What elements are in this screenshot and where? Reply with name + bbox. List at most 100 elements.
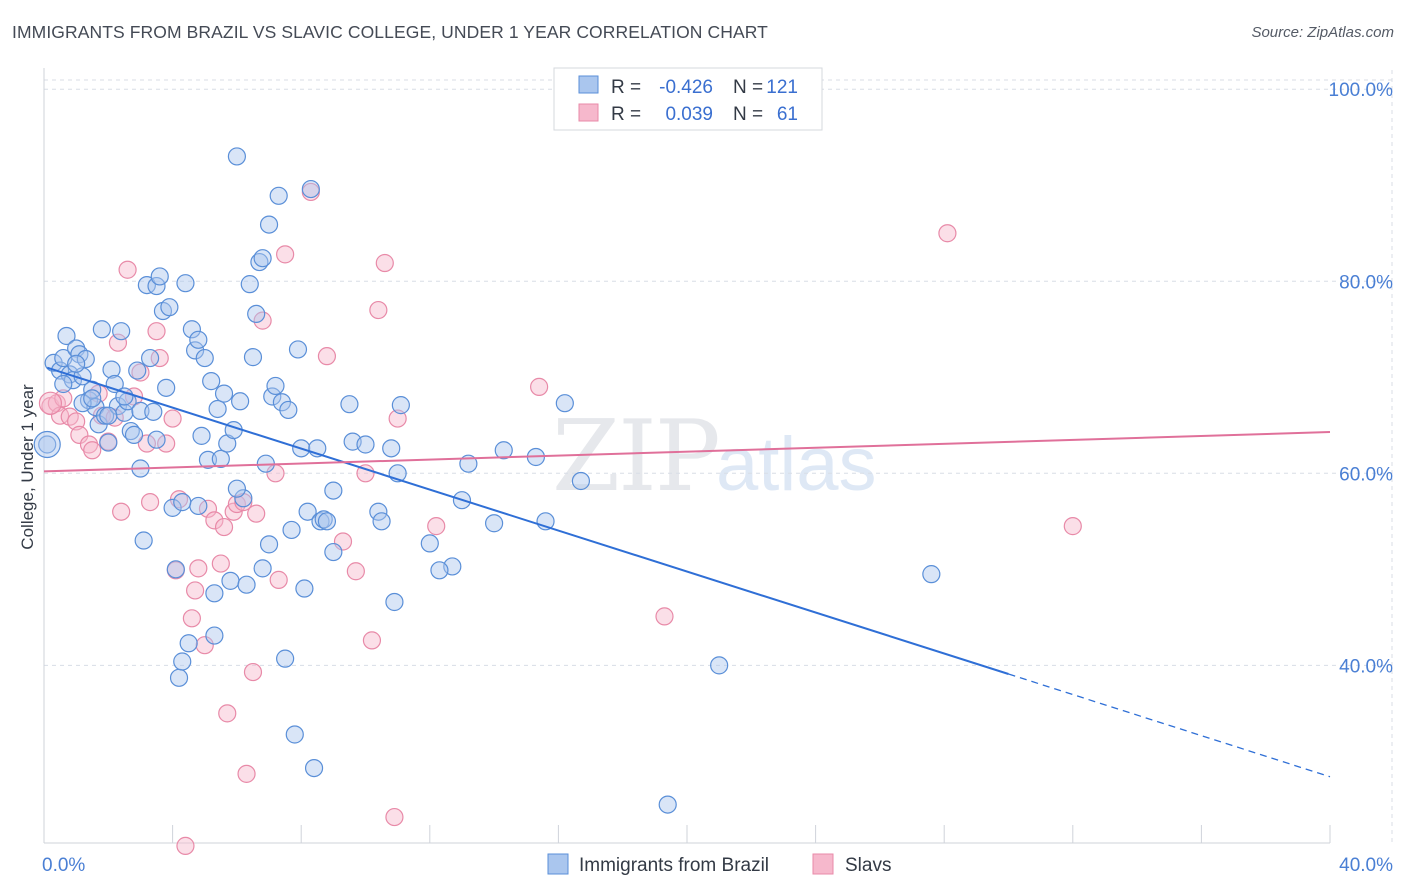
- brazil-point: [420, 534, 439, 553]
- brazil-point: [317, 512, 337, 531]
- slavs-point: [530, 377, 549, 396]
- brazil-point: [83, 389, 102, 408]
- brazil-point: [259, 215, 279, 234]
- brazil-point: [221, 571, 240, 590]
- brazil-point: [189, 330, 208, 349]
- slavs-point: [163, 409, 182, 428]
- watermark-atlas: atlas: [716, 422, 877, 507]
- brazil-point: [163, 498, 182, 517]
- slavs-point: [189, 559, 208, 578]
- brazil-point: [205, 626, 224, 645]
- brazil-point: [276, 649, 295, 668]
- axes: [43, 68, 1331, 844]
- stats-r-label-slavs: R =: [611, 104, 641, 125]
- slavs-point: [83, 441, 102, 460]
- slavs-point: [938, 224, 957, 243]
- slavs-point: [317, 347, 337, 366]
- slavs-point: [269, 570, 288, 589]
- y-tick-label: 100.0%: [1329, 80, 1394, 101]
- brazil-point: [314, 510, 333, 529]
- brazil-point: [179, 634, 198, 653]
- slavs-point: [369, 300, 388, 320]
- brazil-point: [295, 579, 314, 598]
- slavs-point: [276, 245, 295, 264]
- chart-title: IMMIGRANTS FROM BRAZIL VS SLAVIC COLLEGE…: [12, 22, 768, 42]
- legend-swatch-brazil: [547, 853, 569, 875]
- y-tick-label: 40.0%: [1339, 656, 1393, 677]
- slavs-point: [247, 504, 266, 523]
- stats-r-label-brazil: R =: [611, 77, 641, 98]
- brazil-trend-extension: [1008, 673, 1331, 778]
- y-axis-label: College, Under 1 year: [18, 384, 37, 550]
- stats-n-value-brazil: 121: [766, 77, 798, 98]
- brazil-point: [92, 320, 111, 339]
- slavs-point: [1063, 517, 1082, 536]
- brazil-point: [555, 394, 574, 413]
- x-tick-label-max: 40.0%: [1339, 855, 1393, 876]
- brazil-point: [658, 795, 677, 814]
- brazil-point: [279, 400, 298, 420]
- brazil-point: [710, 656, 729, 675]
- brazil-point: [356, 435, 375, 454]
- slavs-point: [176, 836, 195, 855]
- brazil-point: [266, 376, 285, 396]
- stats-n-value-slavs: 61: [777, 104, 798, 125]
- brazil-point: [147, 430, 166, 449]
- slavs-point: [108, 333, 128, 352]
- brazil-point: [137, 275, 156, 295]
- brazil-point: [169, 668, 189, 687]
- stats-r-value-slavs: 0.039: [665, 104, 713, 125]
- slavs-point: [655, 607, 674, 626]
- brazil-point: [173, 493, 192, 512]
- brazil-point: [485, 514, 504, 533]
- brazil-point: [33, 430, 61, 459]
- brazil-point: [160, 298, 179, 317]
- brazil-point: [131, 401, 150, 420]
- brazil-point: [134, 531, 153, 550]
- brazil-point: [269, 186, 288, 205]
- y-tick-label: 80.0%: [1339, 272, 1393, 293]
- trend-lines: [43, 366, 1331, 778]
- brazil-point: [99, 433, 118, 452]
- brazil-point: [115, 387, 134, 406]
- slavs-point: [211, 554, 230, 573]
- brazil-point: [112, 322, 131, 341]
- slavs-trend-line: [43, 431, 1331, 473]
- brazil-point: [227, 479, 246, 498]
- brazil-point: [494, 441, 513, 460]
- stats-r-value-brazil: -0.426: [659, 77, 713, 98]
- brazil-point: [311, 512, 330, 531]
- legend: Immigrants from Brazil Slavs: [547, 853, 891, 876]
- slavs-point: [195, 636, 214, 655]
- brazil-point: [124, 425, 144, 444]
- legend-label-slavs: Slavs: [845, 855, 891, 876]
- brazil-points: [33, 147, 941, 814]
- watermark-zip: ZIP: [552, 400, 719, 514]
- slavs-point: [70, 425, 89, 444]
- slavs-point: [54, 389, 73, 408]
- brazil-point: [237, 575, 256, 594]
- brazil-point: [340, 395, 359, 414]
- slavs-point: [118, 260, 137, 279]
- brazil-point: [57, 326, 76, 346]
- legend-label-brazil: Immigrants from Brazil: [579, 855, 769, 876]
- slavs-point: [385, 807, 404, 827]
- brazil-point: [253, 249, 272, 268]
- slavs-points: [38, 182, 1082, 855]
- slavs-point: [427, 517, 446, 536]
- brazil-point: [205, 584, 224, 603]
- grid-lines: [44, 70, 1393, 843]
- slavs-point: [375, 253, 394, 273]
- brazil-point: [166, 560, 185, 579]
- brazil-point: [430, 561, 449, 580]
- brazil-point: [140, 348, 160, 368]
- slavs-point: [388, 409, 407, 428]
- brazil-point: [73, 394, 92, 413]
- brazil-point: [240, 275, 259, 294]
- x-tick-labels: 0.0% 40.0%: [42, 855, 1393, 876]
- slavs-point: [79, 435, 99, 454]
- brazil-point: [922, 565, 941, 584]
- brazil-point: [54, 374, 73, 394]
- brazil-point: [202, 372, 221, 391]
